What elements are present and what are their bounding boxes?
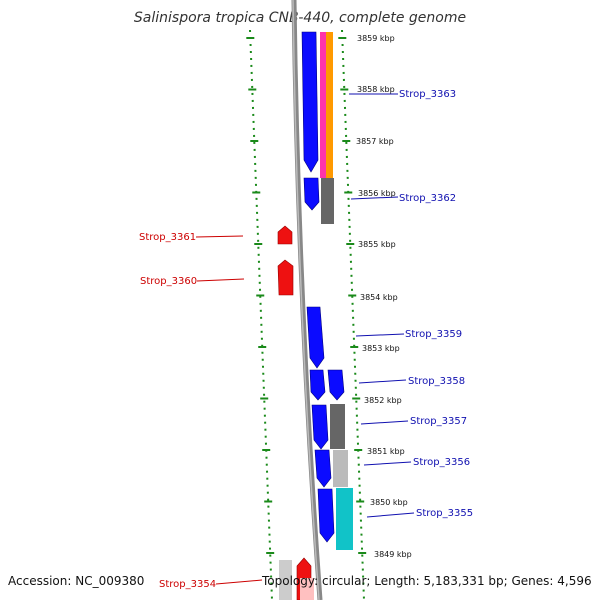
scale-label: 3855 kbp <box>358 240 396 249</box>
gene-label[interactable]: Strop_3354 <box>159 579 216 590</box>
genome-backbone-highlight <box>292 0 320 600</box>
topology-label: Topology: circular; Length: 5,183,331 bp… <box>262 574 592 588</box>
gene-label[interactable]: Strop_3355 <box>416 508 473 519</box>
gene-faded <box>279 560 292 600</box>
gene-label[interactable]: Strop_3362 <box>399 193 456 204</box>
forward-genes <box>301 31 345 543</box>
scale-label: 3856 kbp <box>358 189 396 198</box>
strip-gray <box>321 178 334 224</box>
strip-cyan <box>336 488 353 550</box>
gene-label[interactable]: Strop_3359 <box>405 329 462 340</box>
leader-lines <box>195 93 415 585</box>
gene-label[interactable]: Strop_3360 <box>140 276 197 287</box>
scale-label: 3849 kbp <box>374 550 412 559</box>
gene-arrow[interactable] <box>277 259 294 296</box>
genome-backbone <box>291 0 323 600</box>
reverse-genes <box>277 225 314 600</box>
strip-gray <box>330 404 345 449</box>
gene-arrow[interactable] <box>309 369 326 401</box>
gene-arrow[interactable] <box>303 177 320 211</box>
gene-faded <box>300 578 314 600</box>
scale-label: 3852 kbp <box>364 396 402 405</box>
gene-arrow[interactable] <box>311 404 329 450</box>
scale-label: 3859 kbp <box>357 34 395 43</box>
scale-labels: 3859 kbp 3858 kbp 3857 kbp 3856 kbp 3855… <box>356 34 412 559</box>
strip-pink <box>320 32 326 178</box>
scale-label: 3851 kbp <box>367 447 405 456</box>
scale-label: 3857 kbp <box>356 137 394 146</box>
ruler-left <box>249 29 273 600</box>
accession-label: Accession: NC_009380 <box>8 574 145 588</box>
gene-label[interactable]: Strop_3358 <box>408 376 465 387</box>
gene-arrow[interactable] <box>301 31 319 173</box>
strip-orange <box>326 32 333 178</box>
gene-labels: Strop_3363 Strop_3362 Strop_3359 Strop_3… <box>139 89 473 590</box>
gene-arrow[interactable] <box>327 369 345 401</box>
scale-label: 3858 kbp <box>357 85 395 94</box>
gene-arrow[interactable] <box>277 225 293 245</box>
scale-label: 3854 kbp <box>360 293 398 302</box>
gene-label[interactable]: Strop_3361 <box>139 232 196 243</box>
gene-label[interactable]: Strop_3356 <box>413 457 470 468</box>
ruler-ticks <box>246 37 367 554</box>
gene-label[interactable]: Strop_3357 <box>410 416 467 427</box>
gene-label[interactable]: Strop_3363 <box>399 89 456 100</box>
gene-arrow[interactable] <box>317 488 335 543</box>
strip-lightgray <box>333 450 348 487</box>
gene-arrow[interactable] <box>306 306 325 369</box>
scale-label: 3850 kbp <box>370 498 408 507</box>
gene-arrow[interactable] <box>314 449 332 488</box>
annotation-strips <box>320 32 353 550</box>
scale-label: 3853 kbp <box>362 344 400 353</box>
diagram-title: Salinispora tropica CNB-440, complete ge… <box>133 10 467 26</box>
